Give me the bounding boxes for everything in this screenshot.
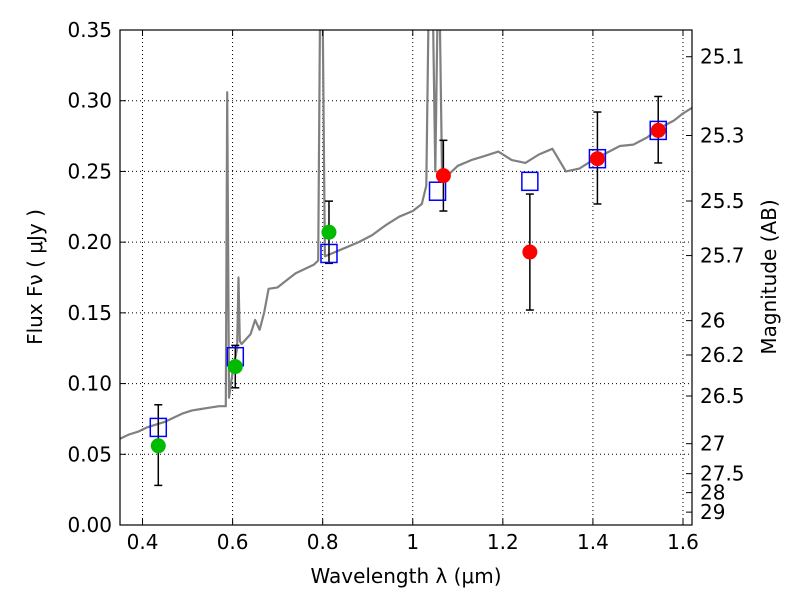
green-point: [321, 224, 337, 240]
x-axis-label: Wavelength λ (μm): [310, 564, 501, 588]
spectrum-line: [120, 30, 692, 440]
right-tick-label: 25.5: [700, 189, 745, 213]
right-tick-label: 27.5: [700, 462, 745, 486]
y-tick-label: 0.10: [67, 372, 112, 396]
model-square: [649, 120, 667, 141]
y-axis-label: Flux Fν ( μJy ): [23, 209, 47, 345]
green-point: [227, 359, 243, 375]
red-point: [435, 168, 451, 184]
right-tick-label: 27: [700, 432, 725, 456]
right-tick-label: 26.2: [700, 343, 745, 367]
right-tick-label: 25.1: [700, 45, 745, 69]
red-point: [589, 151, 605, 167]
x-tick-label: 0.4: [127, 530, 159, 554]
right-tick-label: 25.3: [700, 124, 745, 148]
y-tick-label: 0.05: [67, 442, 112, 466]
y-tick-label: 0.00: [67, 513, 112, 537]
model-square: [149, 417, 168, 438]
right-tick-label: 29: [700, 500, 725, 524]
x-tick-label: 1.6: [667, 530, 699, 554]
grid: [120, 29, 692, 526]
x-tick-label: 1.4: [577, 530, 609, 554]
x-tick-label: 1: [406, 530, 419, 554]
axes: 0.4 0.6 0.8 1 1.2 1.4 1.6 0.00 0.05 0.10 0.15 0.20 0…: [67, 18, 744, 554]
plot-frame: [119, 29, 693, 526]
x-tick-label: 1.2: [487, 530, 519, 554]
y-tick-label: 0.30: [67, 89, 112, 113]
model-square: [428, 181, 447, 201]
model-square: [588, 148, 607, 169]
model-square: [320, 243, 338, 264]
plot-area: [120, 30, 692, 440]
markers: [149, 95, 667, 487]
model-square: [521, 171, 539, 192]
x-tick-label: 0.8: [307, 530, 339, 554]
right-tick-label: 26: [700, 309, 725, 333]
red-point: [522, 244, 538, 260]
y-tick-label: 0.15: [67, 301, 112, 325]
green-point: [150, 438, 166, 454]
right-axis-label: Magnitude (AB): [757, 199, 781, 354]
y-tick-label: 0.35: [67, 18, 112, 42]
right-tick-label: 26.5: [700, 384, 745, 408]
right-tick-label: 25.7: [700, 244, 745, 268]
y-tick-label: 0.25: [67, 159, 112, 183]
red-point: [650, 122, 666, 138]
x-tick-label: 0.6: [217, 530, 249, 554]
y-tick-label: 0.20: [67, 230, 112, 254]
right-tick-label: 28: [700, 481, 725, 505]
